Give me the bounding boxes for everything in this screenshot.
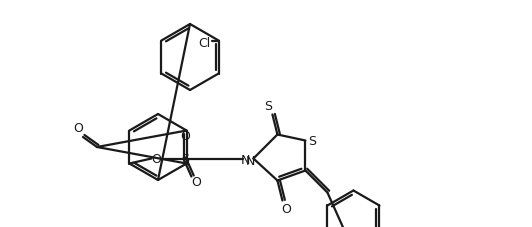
Text: Cl: Cl (198, 37, 211, 50)
Text: S: S (309, 134, 317, 147)
Text: S: S (264, 100, 272, 113)
Text: N: N (241, 153, 250, 166)
Text: O: O (152, 152, 161, 165)
Text: N: N (245, 154, 255, 167)
Text: S: S (181, 152, 189, 165)
Text: O: O (73, 122, 83, 135)
Text: O: O (192, 175, 201, 188)
Text: O: O (181, 129, 190, 142)
Text: O: O (281, 202, 292, 215)
